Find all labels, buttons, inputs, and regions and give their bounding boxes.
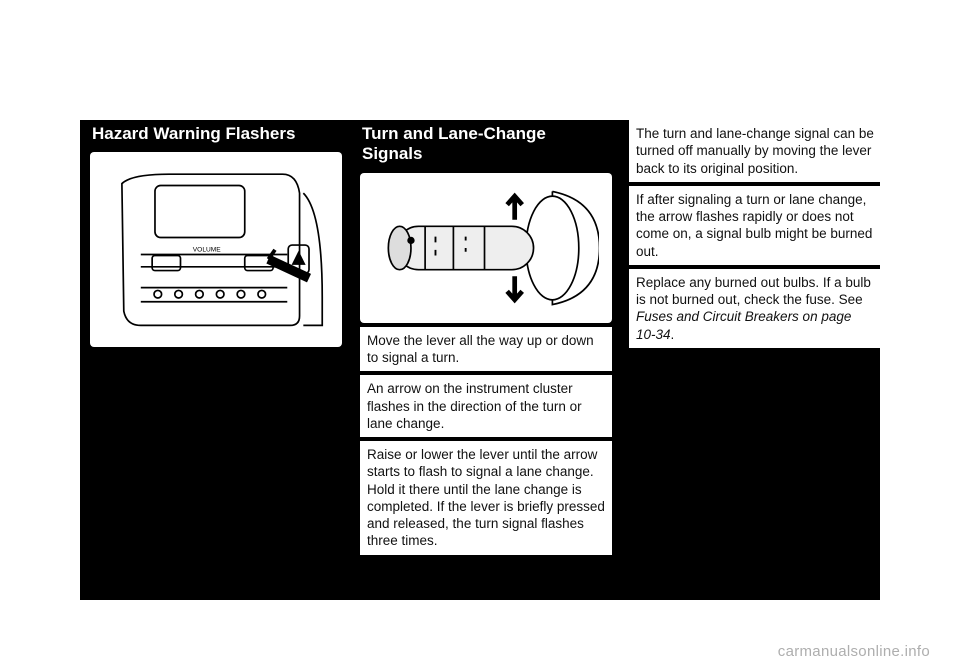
column-1: Hazard Warning Flashers VOLUME — [86, 120, 346, 600]
turn-para-1: Move the lever all the way up or down to… — [360, 327, 612, 372]
replace-bulb-para: Replace any burned out bulbs. If a bulb … — [629, 269, 881, 348]
watermark-text: carmanualsonline.info — [778, 643, 930, 660]
turn-signal-illustration — [360, 173, 612, 323]
dashboard-lineart-icon: VOLUME — [103, 164, 330, 336]
hazard-illustration: VOLUME — [90, 152, 342, 347]
turn-para-3: Raise or lower the lever until the arrow… — [360, 441, 612, 555]
bulb-warning-para: If after signaling a turn or lane change… — [629, 186, 881, 265]
turn-signal-heading: Turn and Lane-Change Signals — [356, 120, 616, 171]
stalk-lineart-icon — [373, 182, 600, 314]
column-3: The turn and lane-change signal can be t… — [625, 120, 885, 600]
manual-off-para: The turn and lane-change signal can be t… — [629, 120, 881, 182]
column-2: Turn and Lane-Change Signals Move t — [356, 120, 616, 600]
turn-para-2: An arrow on the instrument cluster flash… — [360, 375, 612, 437]
svg-text:VOLUME: VOLUME — [192, 247, 221, 254]
replace-text-c: . — [671, 327, 675, 342]
hazard-heading: Hazard Warning Flashers — [86, 120, 346, 150]
fuses-reference: Fuses and Circuit Breakers on page 10-34 — [636, 309, 851, 341]
content-block: Hazard Warning Flashers VOLUME — [80, 120, 880, 600]
replace-text-a: Replace any burned out bulbs. If a bulb … — [636, 275, 871, 307]
